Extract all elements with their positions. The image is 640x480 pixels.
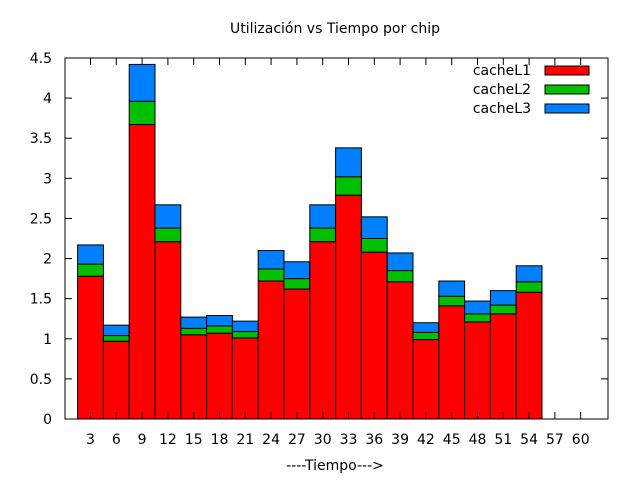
x-tick-label: 24 — [262, 432, 280, 448]
bar-cacheL1-3 — [77, 275, 104, 420]
x-tick-label: 45 — [443, 432, 461, 448]
legend: cacheL1 cacheL2 cacheL3 — [473, 63, 590, 117]
y-tick-label: 1 — [43, 332, 52, 348]
bar-cacheL3-9 — [128, 63, 156, 102]
legend-swatch-cacheL1 — [544, 65, 590, 76]
bar-cacheL1-39 — [386, 281, 414, 420]
x-tick-label: 12 — [159, 432, 177, 448]
x-tick-label: 54 — [520, 432, 538, 448]
bar-cacheL2-6 — [102, 335, 130, 342]
bar-cacheL1-21 — [231, 337, 259, 420]
x-tick-label: 30 — [314, 432, 332, 448]
bar-cacheL1-42 — [412, 339, 440, 420]
bar-cacheL2-9 — [128, 100, 156, 126]
legend-label-cacheL2: cacheL2 — [473, 82, 531, 98]
bar-cacheL1-51 — [489, 313, 517, 420]
bar-cacheL3-42 — [412, 322, 440, 333]
x-tick-label: 15 — [185, 432, 203, 448]
bar-cacheL1-45 — [438, 305, 466, 420]
x-tick-label: 33 — [340, 432, 358, 448]
x-tick-label: 51 — [494, 432, 512, 448]
x-tick-label: 36 — [365, 432, 383, 448]
bar-cacheL2-18 — [206, 325, 233, 334]
bar-cacheL1-15 — [180, 334, 208, 420]
bar-cacheL1-48 — [464, 321, 491, 420]
x-tick-label: 9 — [138, 432, 147, 448]
x-tick-label: 48 — [469, 432, 487, 448]
y-tick-label: 0.5 — [30, 372, 52, 388]
bar-cacheL2-36 — [360, 238, 388, 253]
plot-frame — [64, 57, 609, 420]
bar-cacheL1-30 — [309, 241, 337, 420]
bar-cacheL2-27 — [283, 278, 311, 290]
bar-cacheL2-3 — [77, 263, 104, 277]
bar-cacheL3-6 — [102, 324, 130, 337]
bar-cacheL3-12 — [154, 204, 182, 229]
x-tick-label: 6 — [112, 432, 121, 448]
legend-swatch-cacheL3 — [544, 103, 590, 114]
x-tick-label: 60 — [572, 432, 590, 448]
x-tick-label: 21 — [236, 432, 254, 448]
y-tick-label: 4.5 — [30, 51, 52, 67]
bar-cacheL2-54 — [515, 281, 543, 293]
x-tick-label: 42 — [417, 432, 435, 448]
bar-cacheL3-39 — [386, 252, 414, 272]
y-tick-label: 2 — [43, 252, 52, 268]
bar-cacheL2-39 — [386, 270, 414, 283]
bar-cacheL2-21 — [231, 331, 259, 339]
bar-cacheL3-15 — [180, 316, 208, 329]
bar-cacheL2-48 — [464, 313, 491, 323]
bar-cacheL1-36 — [360, 251, 388, 420]
bar-cacheL3-3 — [77, 244, 104, 265]
y-tick-label: 0 — [43, 412, 52, 428]
bar-cacheL3-27 — [283, 261, 311, 280]
y-tick-label: 3.5 — [30, 131, 52, 147]
bar-cacheL1-6 — [102, 340, 130, 420]
bar-cacheL3-33 — [335, 147, 362, 178]
bar-cacheL3-24 — [257, 250, 285, 270]
bar-cacheL3-21 — [231, 320, 259, 333]
bar-cacheL1-9 — [128, 124, 156, 420]
bar-cacheL2-24 — [257, 268, 285, 282]
y-tick-label: 2.5 — [30, 211, 52, 227]
chart-title: Utilización vs Tiempo por chip — [230, 21, 440, 37]
x-tick-label: 27 — [288, 432, 306, 448]
bar-cacheL1-27 — [283, 288, 311, 420]
legend-label-cacheL1: cacheL1 — [473, 63, 531, 79]
bar-cacheL2-45 — [438, 295, 466, 307]
x-tick-label: 18 — [211, 432, 229, 448]
bar-cacheL2-12 — [154, 227, 182, 243]
bar-cacheL3-48 — [464, 300, 491, 315]
bar-cacheL2-42 — [412, 331, 440, 341]
bar-cacheL1-18 — [206, 332, 233, 420]
bar-cacheL3-18 — [206, 315, 233, 327]
legend-label-cacheL3: cacheL3 — [473, 101, 531, 117]
bar-cacheL3-30 — [309, 204, 337, 229]
y-tick-label: 3 — [43, 171, 52, 187]
y-tick-label: 4 — [43, 91, 52, 107]
bar-cacheL2-15 — [180, 327, 208, 336]
bar-cacheL2-51 — [489, 304, 517, 315]
bar-cacheL2-30 — [309, 227, 337, 243]
x-tick-label: 57 — [546, 432, 564, 448]
bar-cacheL3-45 — [438, 280, 466, 297]
bar-cacheL2-33 — [335, 176, 362, 196]
x-tick-label: 39 — [391, 432, 409, 448]
x-axis-label: ----Tiempo---> — [286, 458, 384, 474]
bar-cacheL3-54 — [515, 265, 543, 283]
bar-cacheL1-33 — [335, 194, 362, 420]
plot-area: 00.511.522.533.544.53 6 9 12 15 18 21 24 27 30 33 3… — [30, 51, 609, 448]
bar-cacheL1-12 — [154, 241, 182, 420]
y-tick-label: 1.5 — [30, 292, 52, 308]
legend-swatch-cacheL2 — [544, 84, 590, 95]
x-tick-label: 3 — [86, 432, 95, 448]
bar-cacheL3-51 — [489, 290, 517, 306]
bar-cacheL3-36 — [360, 216, 388, 239]
bar-cacheL1-54 — [515, 291, 543, 420]
bar-cacheL1-24 — [257, 280, 285, 420]
